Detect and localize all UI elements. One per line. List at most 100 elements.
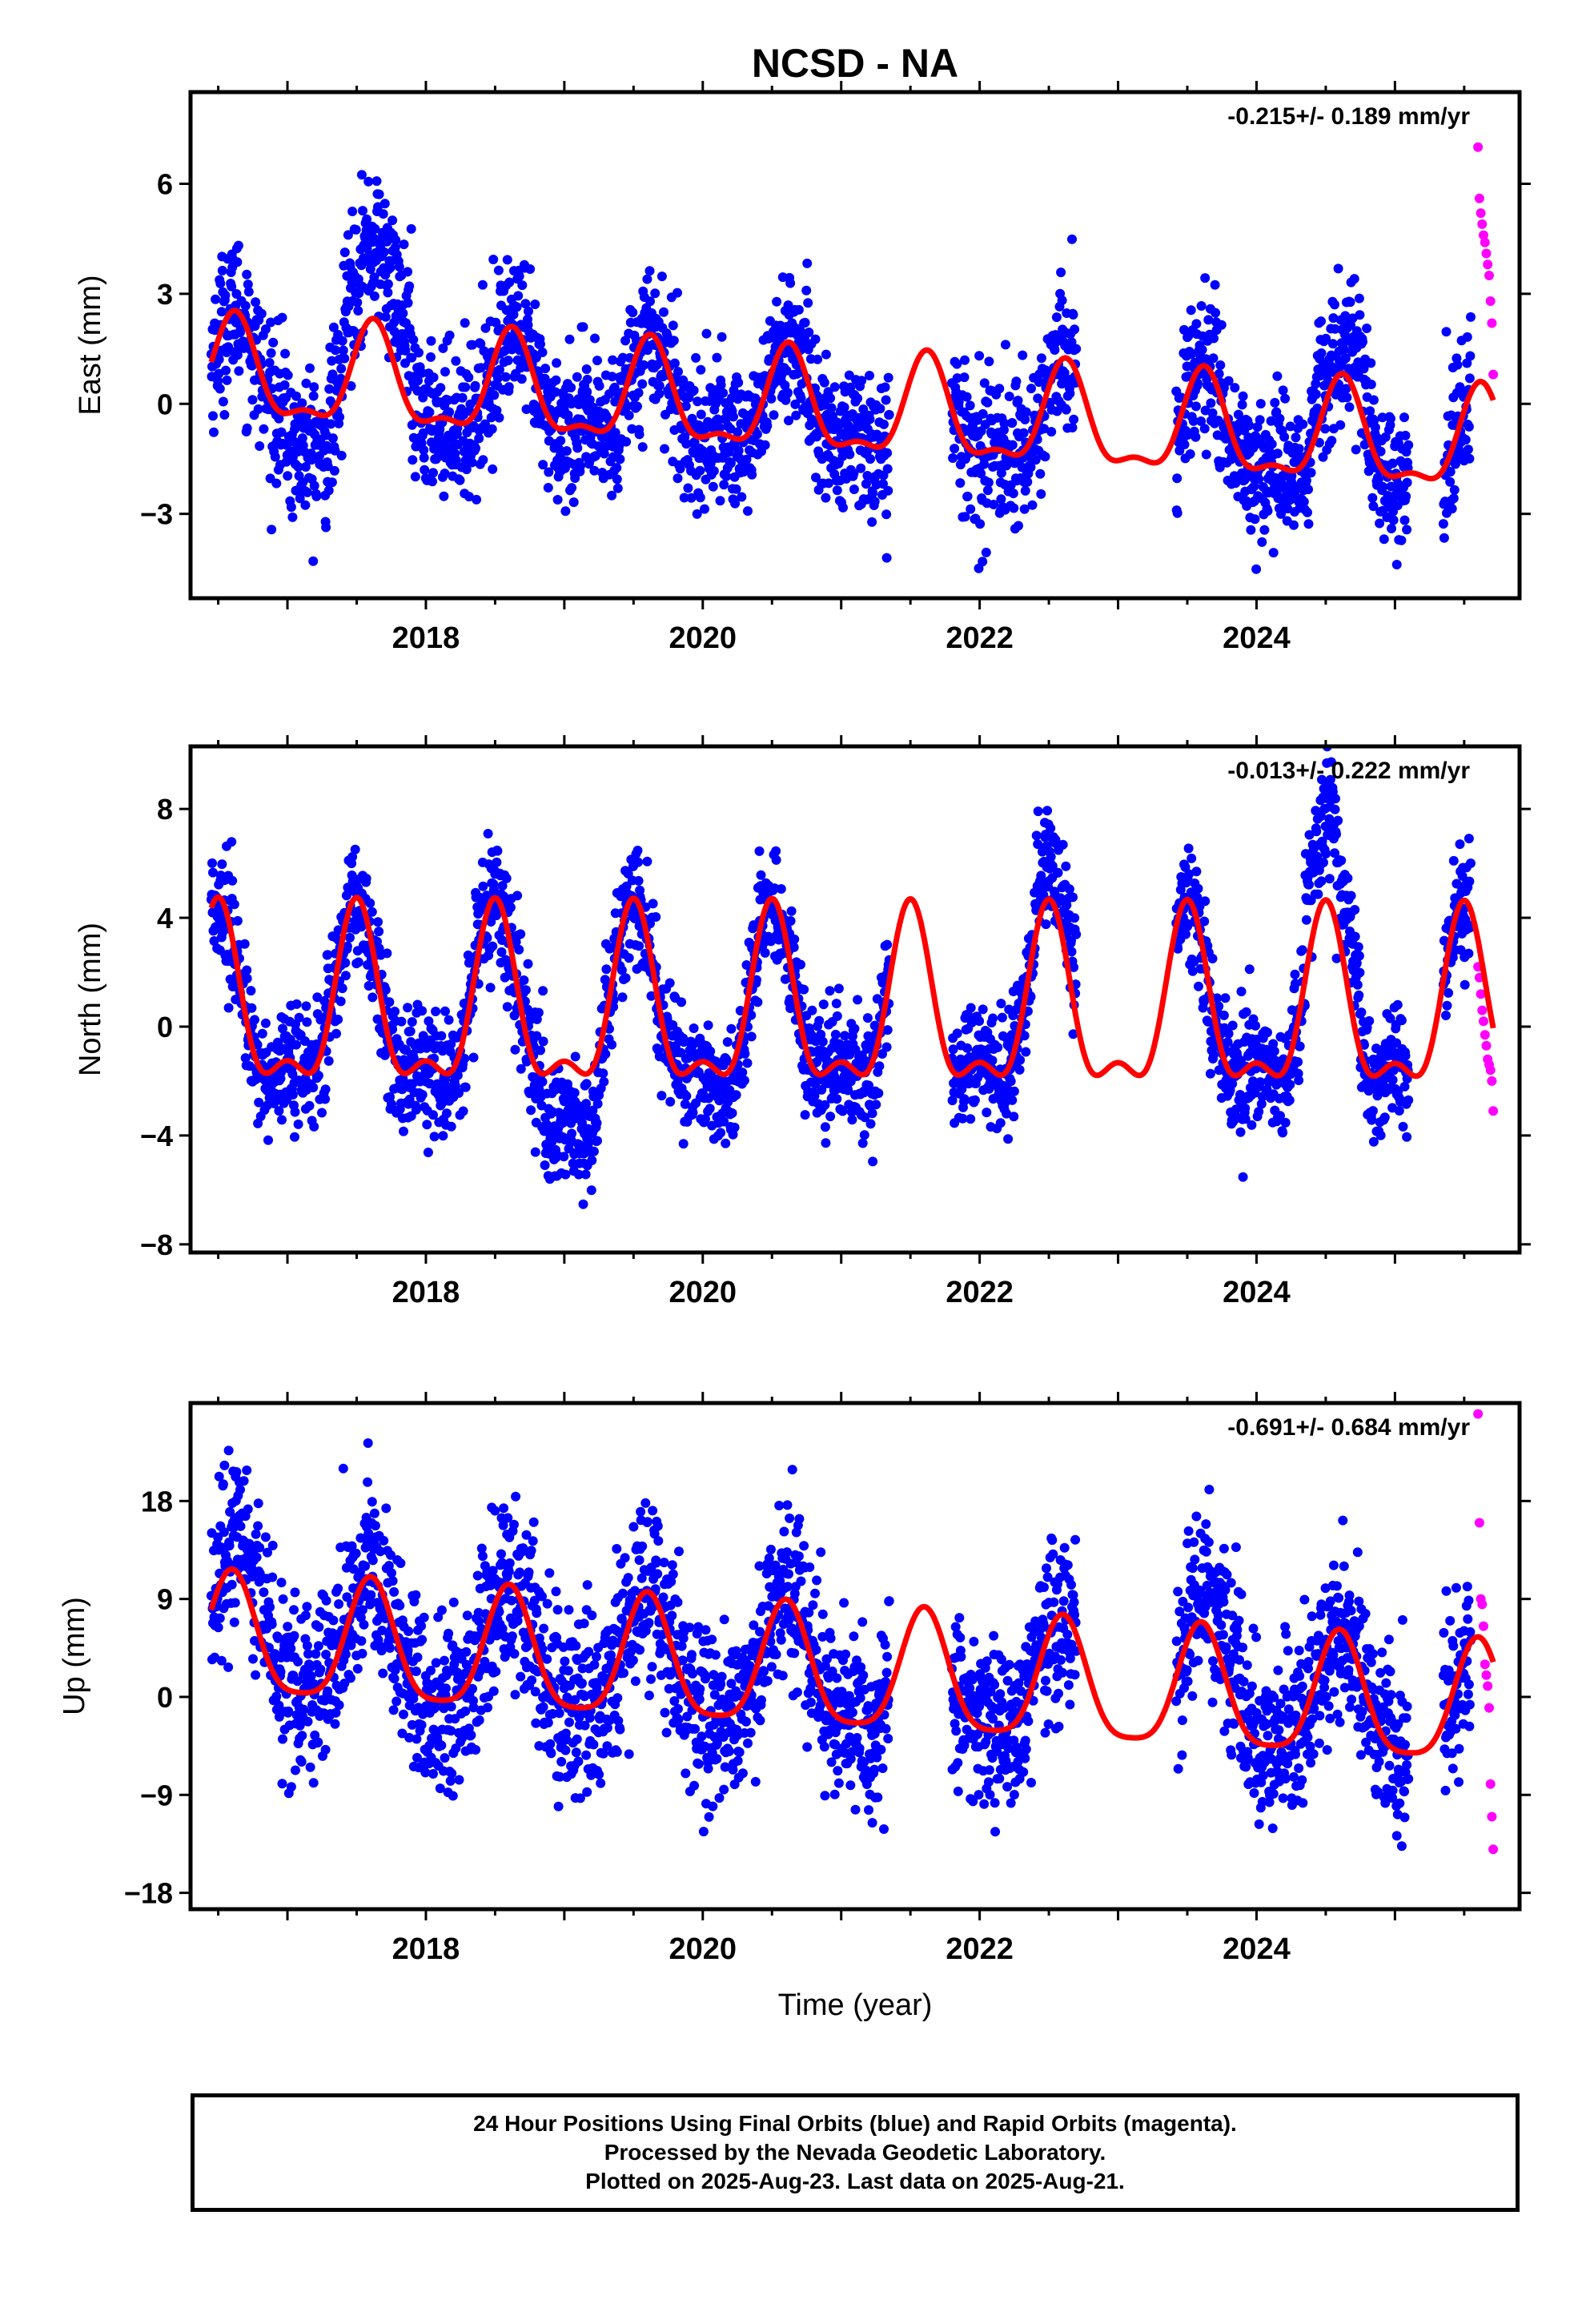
data-point <box>305 363 315 373</box>
data-point <box>367 992 378 1003</box>
rapid-data-point <box>1485 296 1496 306</box>
data-point <box>1462 332 1472 342</box>
data-point <box>705 1104 715 1114</box>
data-point <box>390 1007 400 1016</box>
data-point <box>363 176 374 187</box>
data-point <box>996 494 1006 505</box>
data-point <box>551 387 560 397</box>
data-point <box>512 302 522 312</box>
data-point <box>504 382 514 392</box>
data-point <box>994 384 1005 394</box>
data-point <box>384 997 395 1007</box>
data-point <box>960 512 970 522</box>
data-point <box>1071 929 1082 939</box>
data-point <box>769 410 779 420</box>
data-point <box>340 971 351 981</box>
data-point <box>1445 467 1456 477</box>
data-point <box>760 947 770 958</box>
data-point <box>801 285 812 296</box>
data-point <box>216 307 227 317</box>
data-point <box>642 856 652 866</box>
data-point <box>554 444 564 454</box>
data-point <box>1207 954 1218 963</box>
data-point <box>530 1147 540 1157</box>
data-point <box>733 427 743 437</box>
data-point <box>1194 981 1203 991</box>
data-point <box>1239 475 1250 485</box>
data-point <box>1197 344 1207 355</box>
data-point <box>247 1003 257 1013</box>
data-point <box>291 999 302 1009</box>
data-point <box>1019 504 1030 514</box>
data-point <box>570 473 580 483</box>
data-point <box>510 1044 520 1055</box>
data-point <box>1403 440 1414 450</box>
data-point <box>594 380 604 391</box>
data-point <box>408 335 419 345</box>
data-point <box>520 985 531 995</box>
data-point <box>219 410 230 420</box>
data-point <box>227 837 237 847</box>
data-point <box>1285 421 1295 432</box>
data-point <box>514 944 524 955</box>
data-point <box>1306 468 1316 478</box>
data-point <box>1191 401 1201 412</box>
data-point <box>242 423 252 433</box>
data-point <box>810 334 821 344</box>
data-point <box>232 915 243 926</box>
data-point <box>537 348 548 357</box>
data-point <box>733 377 744 388</box>
data-point <box>1196 416 1207 426</box>
data-point <box>679 493 689 503</box>
data-point <box>1400 430 1411 440</box>
data-point <box>716 1128 726 1138</box>
data-point <box>414 348 424 358</box>
data-point <box>764 354 774 364</box>
data-point <box>988 1013 998 1023</box>
data-point <box>721 471 732 481</box>
data-point <box>424 407 435 417</box>
data-point <box>607 372 617 382</box>
data-point <box>656 1091 667 1101</box>
data-point <box>287 512 298 522</box>
data-point <box>411 1104 421 1115</box>
data-point <box>1299 497 1309 507</box>
data-point <box>845 449 855 460</box>
data-point <box>380 312 391 322</box>
data-point <box>559 1152 569 1162</box>
data-point <box>882 464 893 474</box>
data-point <box>242 269 252 279</box>
data-point <box>520 299 531 309</box>
data-point <box>882 939 893 950</box>
data-point <box>796 393 806 404</box>
data-point <box>700 504 709 514</box>
data-point <box>440 468 450 479</box>
data-point <box>1255 399 1266 409</box>
data-point <box>1291 432 1301 443</box>
data-point <box>489 390 500 400</box>
data-point <box>692 509 702 519</box>
data-point <box>350 844 360 854</box>
data-point <box>1327 339 1338 349</box>
data-point <box>1020 414 1030 424</box>
data-point <box>1387 524 1396 533</box>
data-point <box>369 291 379 301</box>
data-point <box>540 1160 550 1170</box>
data-point <box>819 377 829 388</box>
data-point <box>719 480 729 490</box>
data-point <box>587 1156 597 1165</box>
data-point <box>1033 806 1043 817</box>
data-point <box>512 891 523 901</box>
data-point <box>387 255 396 266</box>
data-point <box>821 349 831 360</box>
data-point <box>1040 452 1050 462</box>
data-point <box>524 306 533 316</box>
data-point <box>947 1096 958 1106</box>
data-point <box>737 1068 748 1078</box>
data-point <box>578 1199 588 1209</box>
data-point <box>1011 376 1022 387</box>
data-point <box>1042 806 1053 816</box>
data-point <box>308 391 319 401</box>
data-point <box>492 373 503 384</box>
